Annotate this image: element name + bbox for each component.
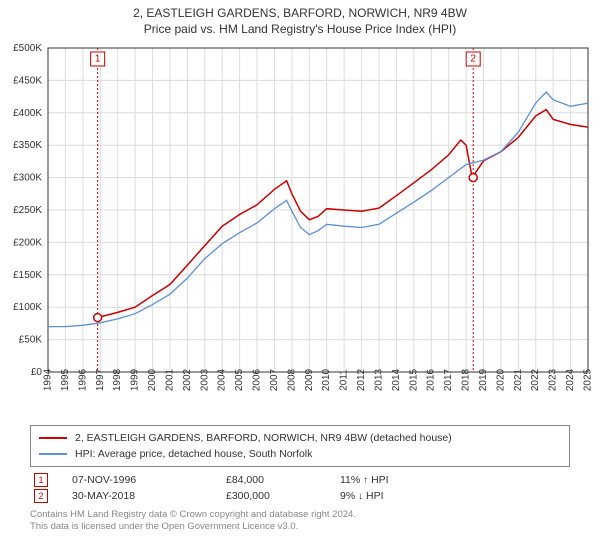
arrow-down-icon: ↓ xyxy=(358,491,363,502)
legend-item-1: 2, EASTLEIGH GARDENS, BARFORD, NORWICH, … xyxy=(39,430,561,446)
svg-text:£0: £0 xyxy=(31,367,43,378)
svg-text:£400K: £400K xyxy=(13,108,42,119)
title-subtitle: Price paid vs. HM Land Registry's House … xyxy=(0,22,600,36)
svg-text:£150K: £150K xyxy=(13,270,42,281)
footer-attribution: Contains HM Land Registry data © Crown c… xyxy=(30,509,570,533)
footer-line-2: This data is licensed under the Open Gov… xyxy=(30,521,570,533)
svg-text:£50K: £50K xyxy=(19,335,43,346)
event-date-1: 07-NOV-1996 xyxy=(72,474,202,486)
svg-text:2: 2 xyxy=(470,54,476,65)
legend-swatch-2 xyxy=(39,453,67,455)
svg-text:£200K: £200K xyxy=(13,237,42,248)
below-chart: 2, EASTLEIGH GARDENS, BARFORD, NORWICH, … xyxy=(30,425,570,533)
chart-area: £0 £50K £100K £150K £200K £250K £300K £350K £400… xyxy=(0,40,600,420)
legend-swatch-1 xyxy=(39,437,67,439)
title-block: 2, EASTLEIGH GARDENS, BARFORD, NORWICH, … xyxy=(0,0,600,36)
svg-text:£300K: £300K xyxy=(13,173,42,184)
legend-item-2: HPI: Average price, detached house, Sout… xyxy=(39,446,561,462)
svg-text:£500K: £500K xyxy=(13,43,42,54)
event-row-2: 2 30-MAY-2018 £300,000 9% ↓ HPI xyxy=(30,489,570,503)
title-address: 2, EASTLEIGH GARDENS, BARFORD, NORWICH, … xyxy=(0,6,600,20)
legend-label-1: 2, EASTLEIGH GARDENS, BARFORD, NORWICH, … xyxy=(75,430,452,446)
event-price-2: £300,000 xyxy=(226,490,316,502)
legend: 2, EASTLEIGH GARDENS, BARFORD, NORWICH, … xyxy=(30,425,570,467)
svg-text:1: 1 xyxy=(95,54,101,65)
event-date-2: 30-MAY-2018 xyxy=(72,490,202,502)
svg-text:£350K: £350K xyxy=(13,140,42,151)
svg-text:£450K: £450K xyxy=(13,75,42,86)
event-marker-2: 2 xyxy=(34,489,48,503)
event-row-1: 1 07-NOV-1996 £84,000 11% ↑ HPI xyxy=(30,473,570,487)
line-chart: £0 £50K £100K £150K £200K £250K £300K £350K £400… xyxy=(0,40,600,420)
events-table: 1 07-NOV-1996 £84,000 11% ↑ HPI 2 30-MAY… xyxy=(30,473,570,503)
event-marker-1: 1 xyxy=(34,473,48,487)
arrow-up-icon: ↑ xyxy=(363,475,368,486)
event-hpi-1: 11% ↑ HPI xyxy=(340,474,389,486)
event-hpi-2: 9% ↓ HPI xyxy=(340,490,384,502)
event-price-1: £84,000 xyxy=(226,474,316,486)
legend-label-2: HPI: Average price, detached house, Sout… xyxy=(75,446,312,462)
footer-line-1: Contains HM Land Registry data © Crown c… xyxy=(30,509,570,521)
svg-text:£100K: £100K xyxy=(13,302,42,313)
svg-text:£250K: £250K xyxy=(13,205,42,216)
